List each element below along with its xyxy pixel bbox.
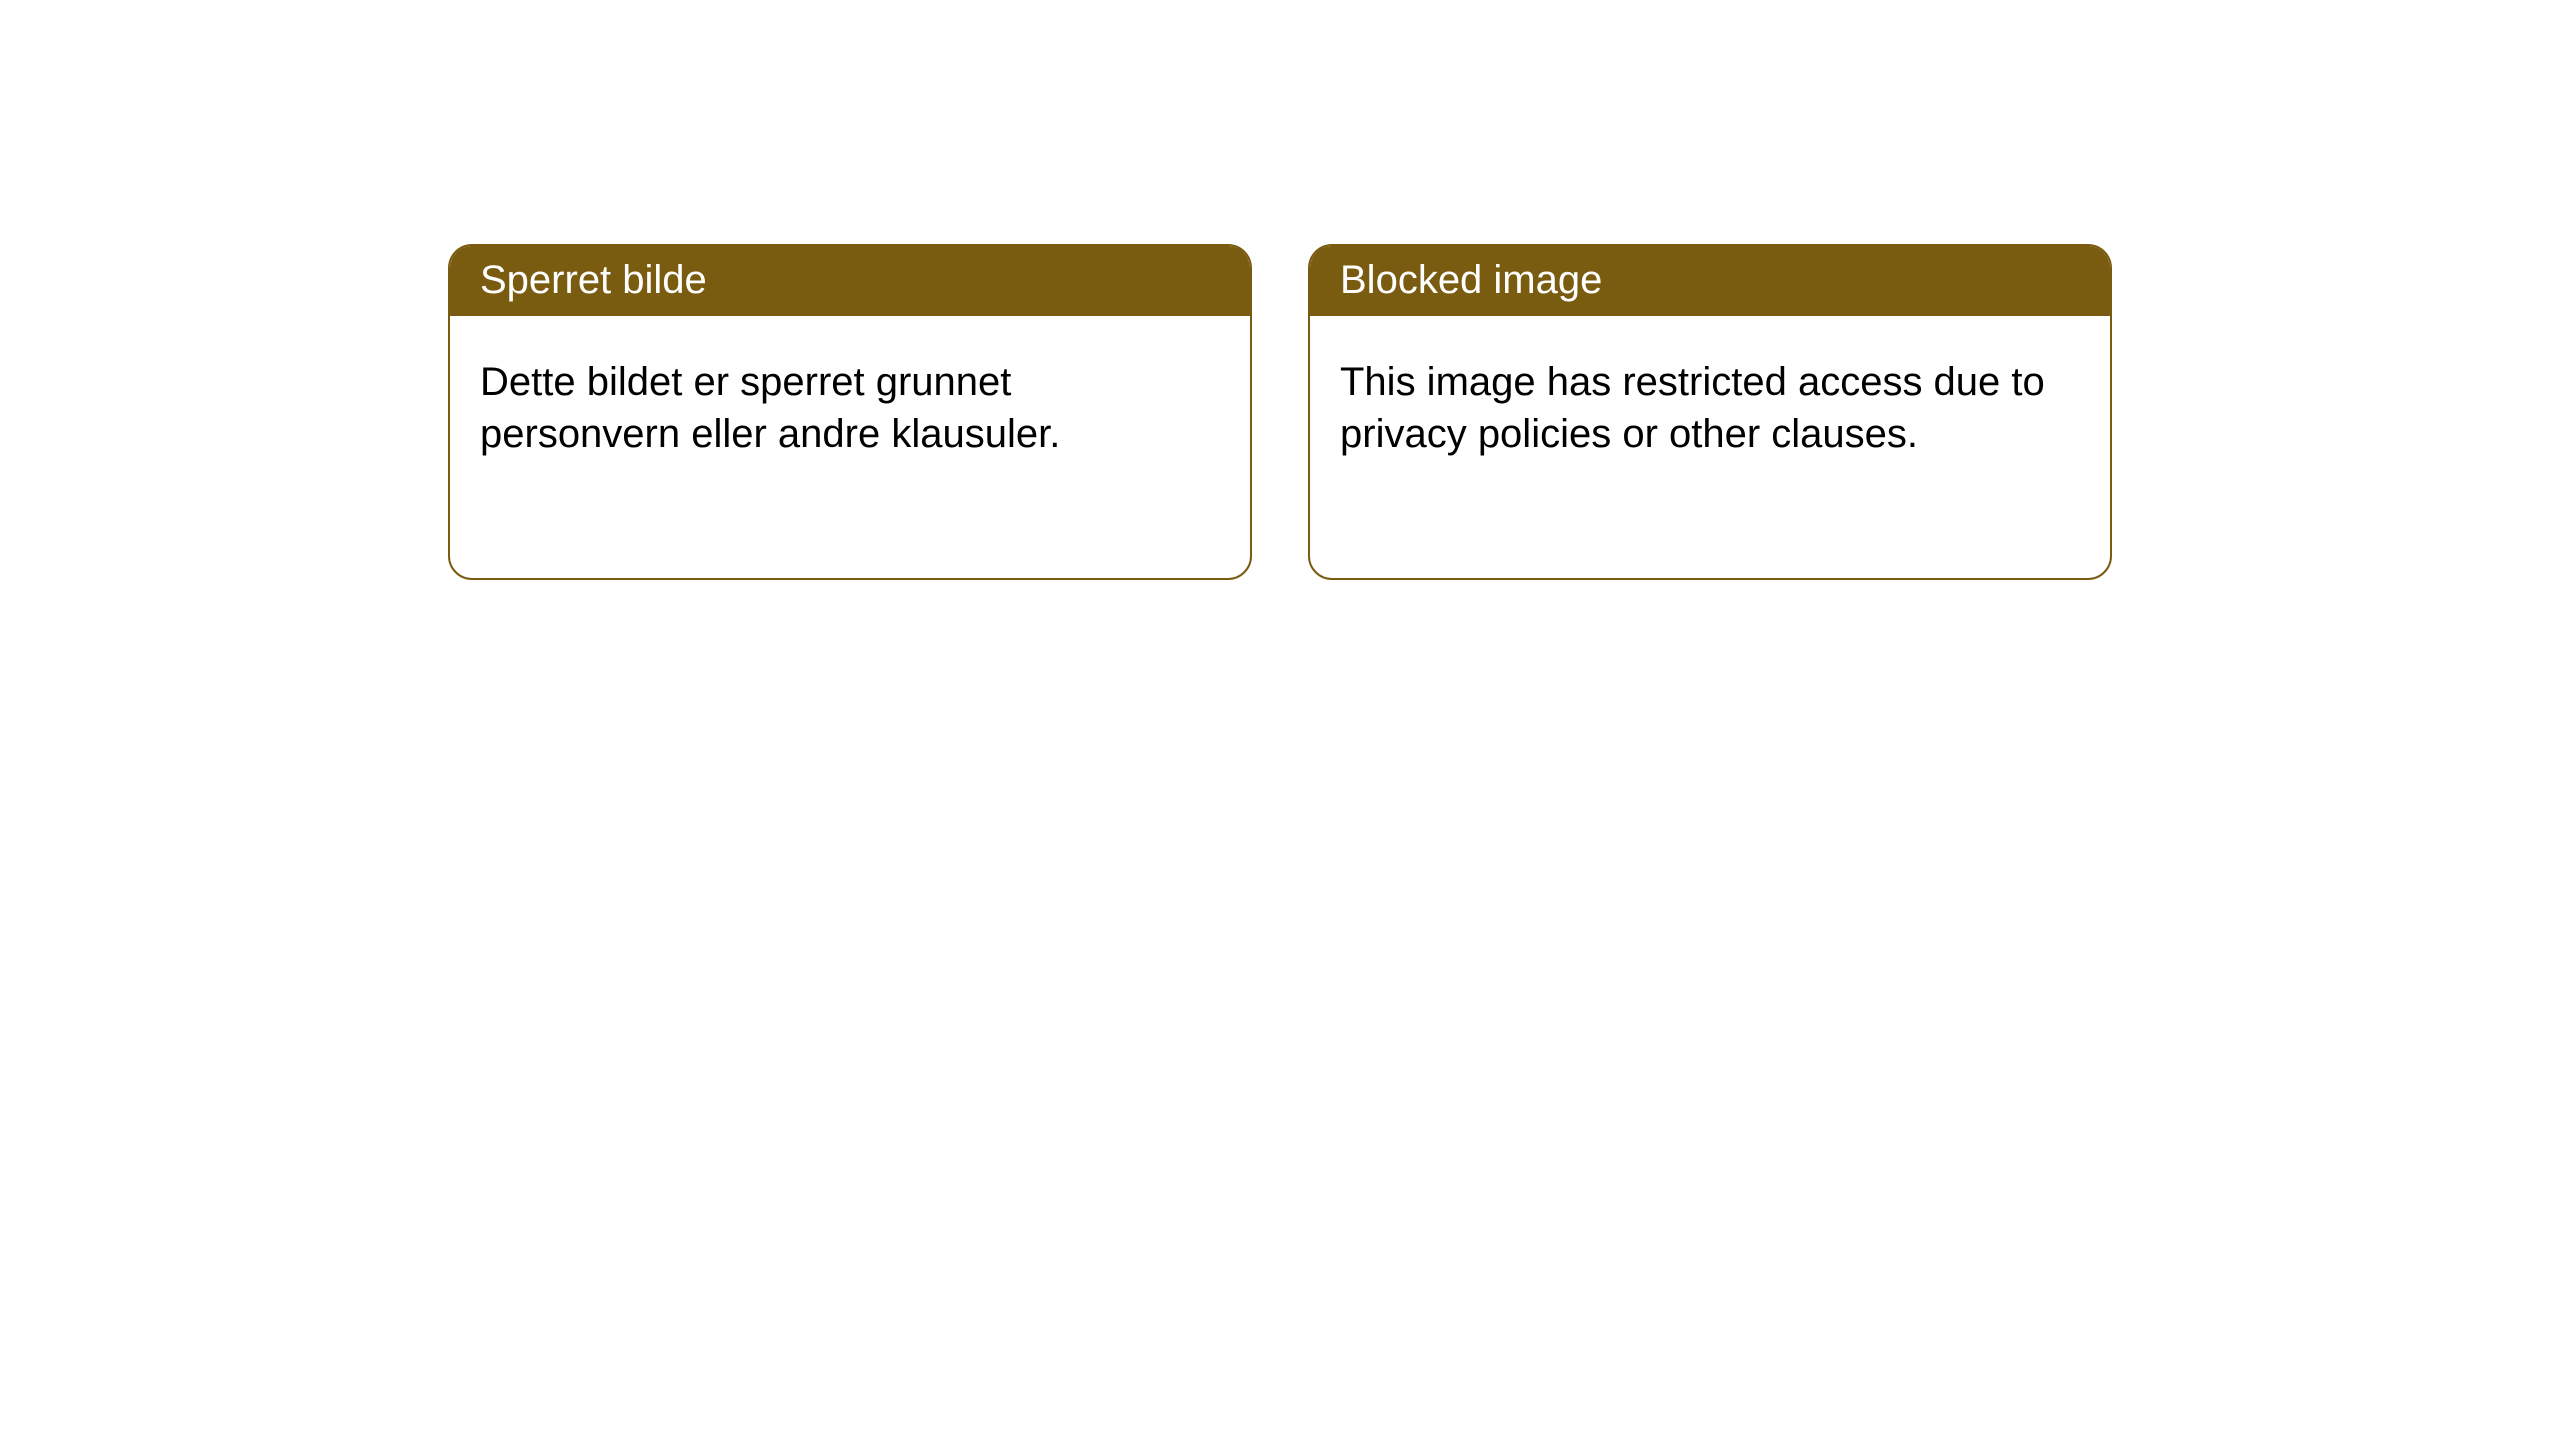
notice-card-no: Sperret bilde Dette bildet er sperret gr… — [448, 244, 1252, 580]
notice-header-en: Blocked image — [1310, 246, 2110, 316]
notice-body-no: Dette bildet er sperret grunnet personve… — [450, 316, 1250, 490]
notice-card-en: Blocked image This image has restricted … — [1308, 244, 2112, 580]
notice-container: Sperret bilde Dette bildet er sperret gr… — [0, 0, 2560, 580]
notice-body-en: This image has restricted access due to … — [1310, 316, 2110, 490]
notice-header-no: Sperret bilde — [450, 246, 1250, 316]
